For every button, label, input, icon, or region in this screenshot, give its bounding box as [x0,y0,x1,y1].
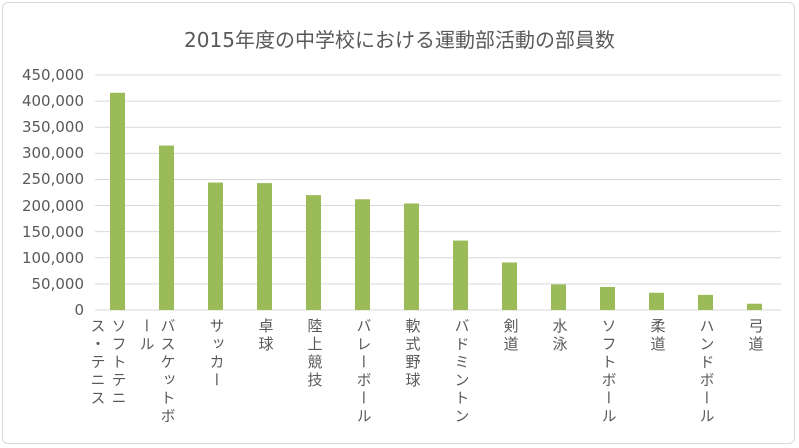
y-tick-label: 100,000 [21,248,84,267]
y-tick-label: 50,000 [31,274,85,293]
y-tick-label: 0 [74,301,84,319]
bar [404,203,419,310]
chart-title: 2015年度の中学校における運動部活動の部員数 [184,28,615,52]
y-tick-label: 400,000 [21,92,84,111]
x-tick-label: ソフトテニス・テニス [88,318,128,408]
x-tick-label: 水泳 [550,318,569,354]
bar [453,240,468,310]
y-tick-label: 350,000 [21,118,84,137]
bar [649,292,664,310]
bar [747,303,762,310]
chart-frame [2,2,795,444]
bar [600,287,615,310]
y-tick-label: 450,000 [21,66,84,84]
y-tick-label: 300,000 [21,144,84,163]
y-tick-label: 150,000 [21,222,84,241]
bar [502,262,517,310]
y-tick-label: 200,000 [21,196,84,215]
bar [257,183,272,310]
bar [110,92,125,310]
x-tick-label: 卓球 [256,318,275,354]
bar [698,294,713,310]
x-tick-label: バレーボール [354,318,373,426]
x-tick-label: 軟式野球 [403,318,422,390]
x-tick-label: サッカー [207,318,226,390]
x-tick-label: ハンドボール [697,318,716,426]
x-tick-label: バドミントン [452,318,471,426]
y-tick-label: 250,000 [21,170,84,189]
x-tick-label: 剣道 [501,318,520,354]
x-tick-label: 弓道 [746,318,765,354]
x-tick-label: ソフトボール [599,318,618,426]
x-tick-label: 柔道 [648,318,667,354]
bar [208,182,223,310]
bar [159,145,174,310]
x-tick-label: 陸上競技 [305,318,324,390]
bar [306,195,321,310]
x-tick-label: バスケットボール [137,318,177,426]
bar [551,284,566,310]
bar [355,199,370,310]
